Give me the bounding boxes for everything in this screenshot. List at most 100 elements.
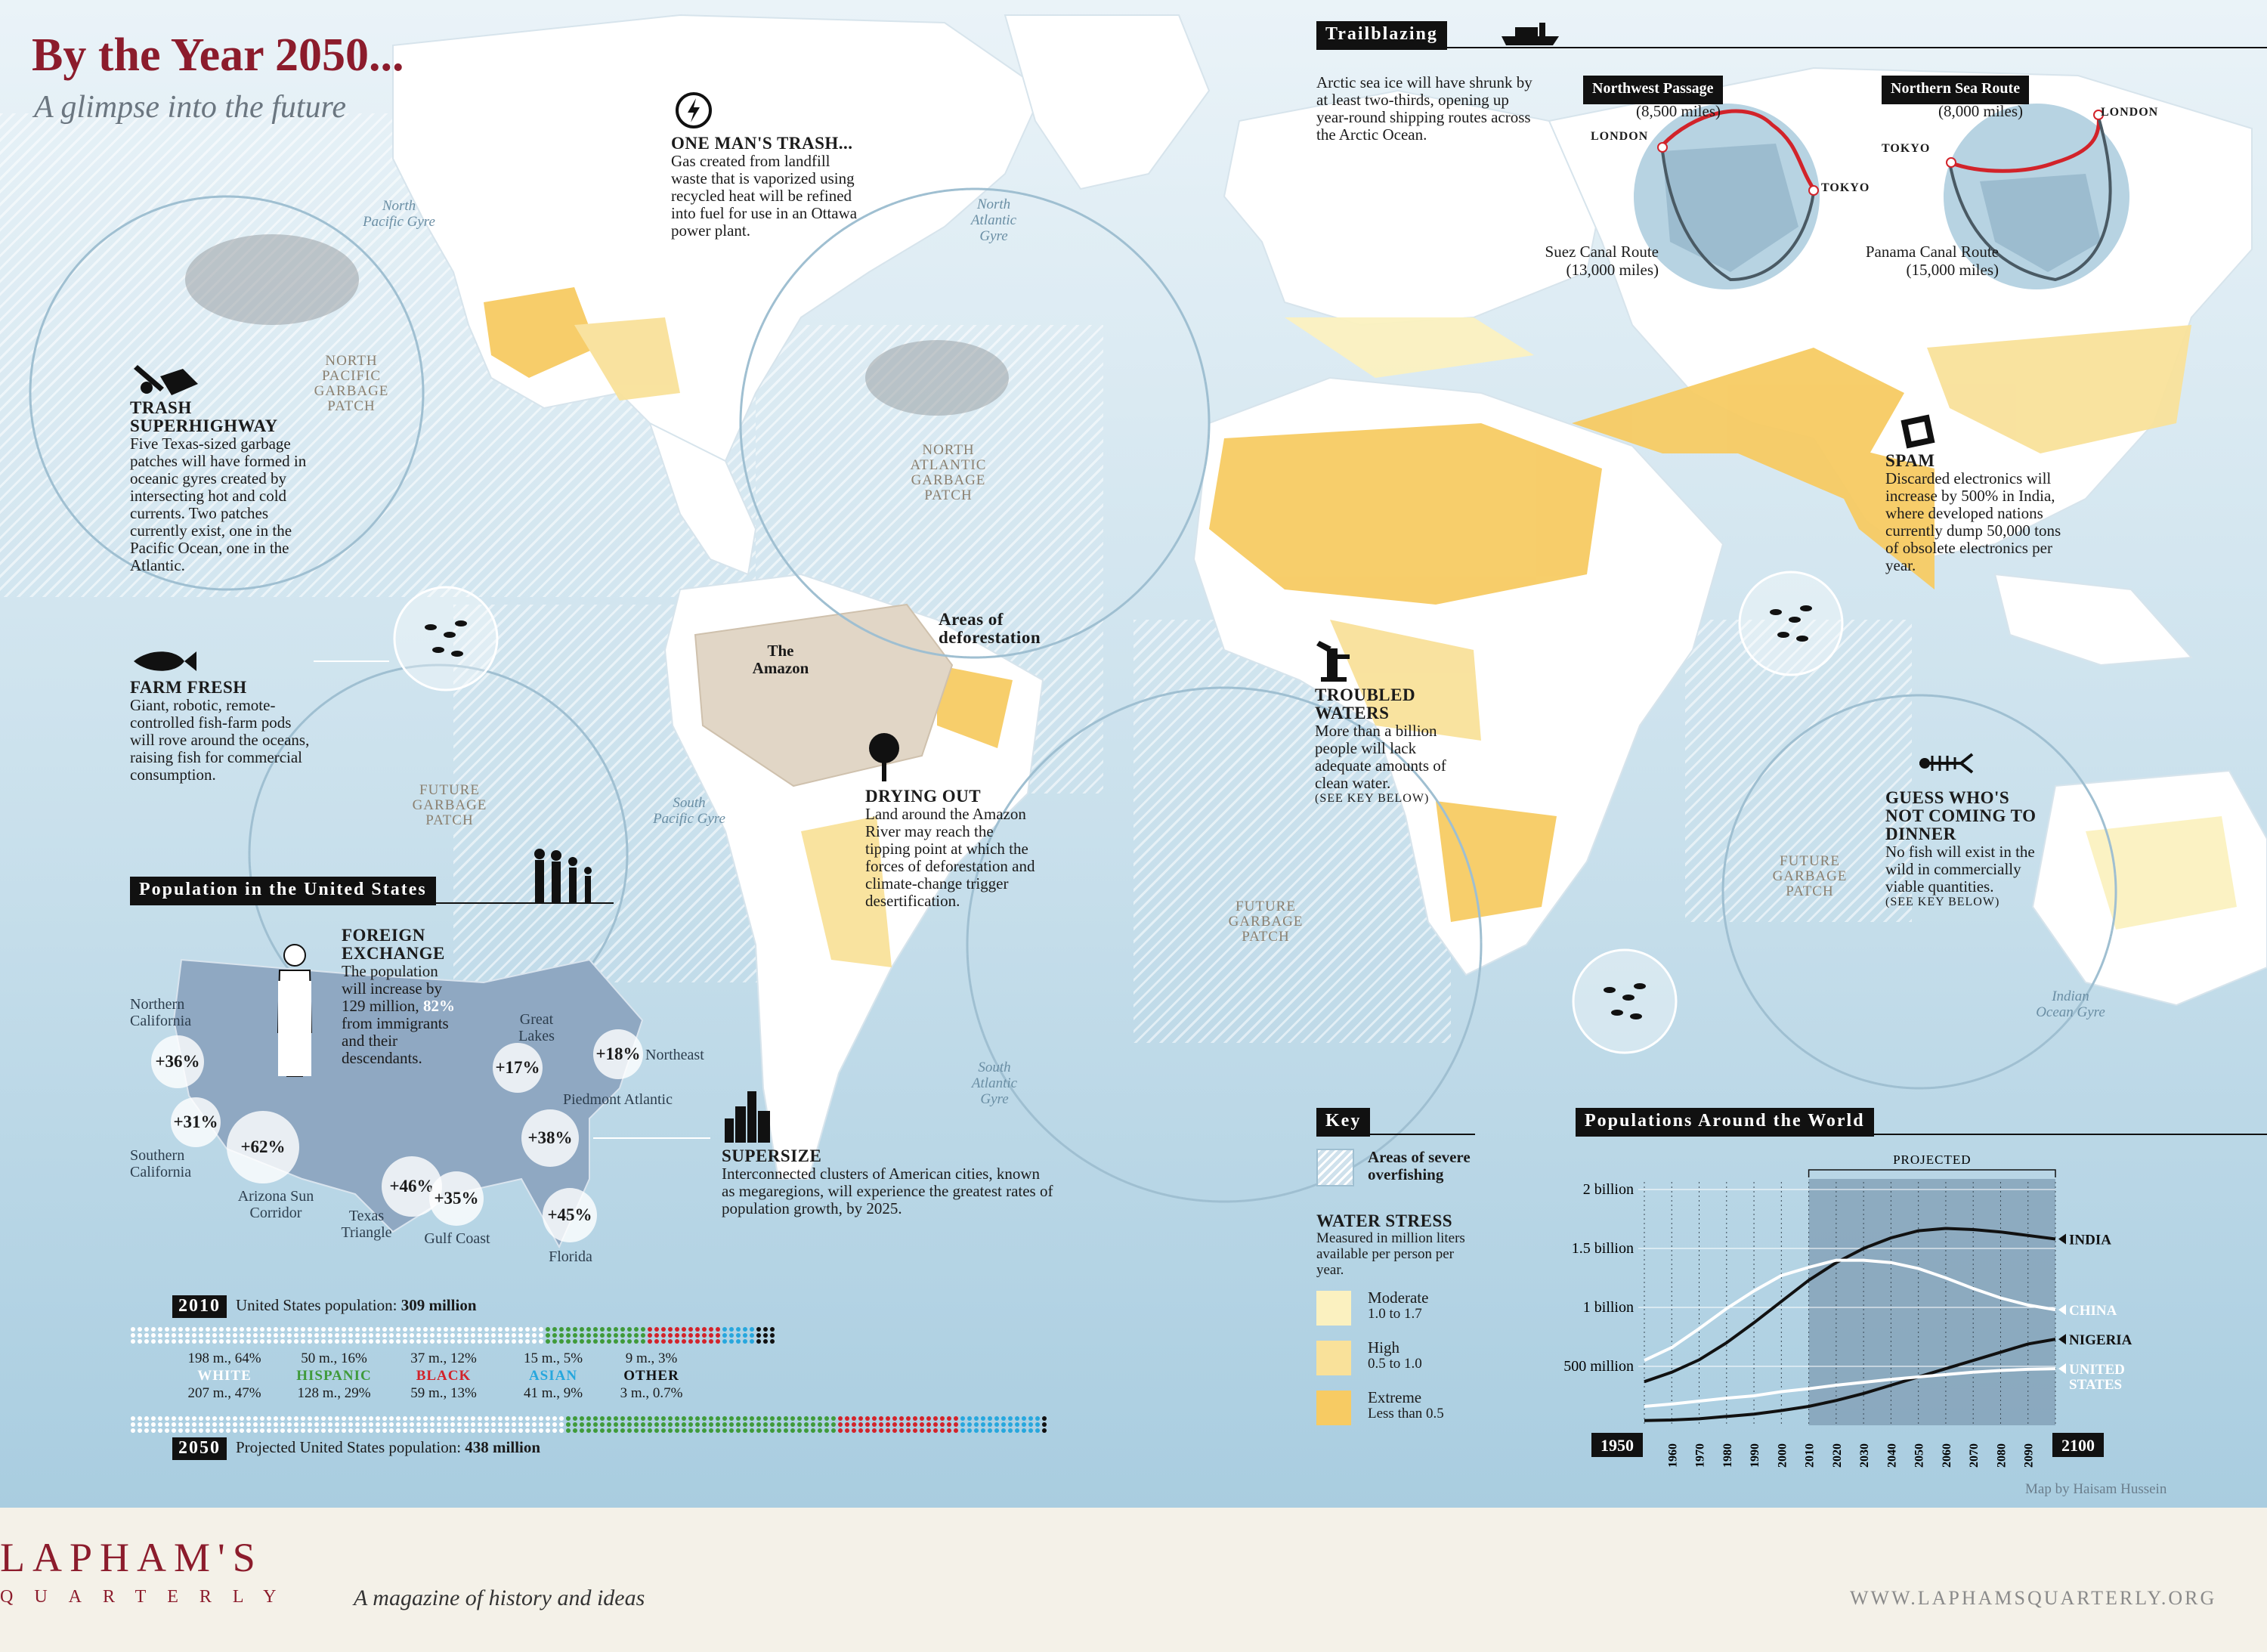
- population-dot: [627, 1428, 632, 1433]
- overfishing-swatch: [1316, 1149, 1354, 1186]
- population-dot: [206, 1416, 210, 1421]
- population-dot: [471, 1428, 475, 1433]
- population-dot: [702, 1416, 707, 1421]
- southeast-asia: [1993, 573, 2194, 667]
- population-dot: [954, 1422, 958, 1427]
- panama-route-miles: (15,000 miles): [1906, 261, 1999, 279]
- population-dot: [301, 1422, 305, 1427]
- population-dot: [648, 1428, 652, 1433]
- region-label: Florida: [549, 1248, 592, 1265]
- population-dot: [743, 1333, 747, 1338]
- population-dot: [682, 1339, 686, 1344]
- population-dot: [151, 1428, 156, 1433]
- population-dot: [926, 1428, 931, 1433]
- population-dot: [416, 1428, 421, 1433]
- population-dot: [233, 1428, 237, 1433]
- water-stress-level: High 0.5 to 1.0: [1368, 1338, 1422, 1372]
- north-atlantic-gyre-label: North Atlantic Gyre: [970, 196, 1017, 244]
- brand-url[interactable]: WWW.LAPHAMSQUARTERLY.ORG: [1850, 1587, 2217, 1609]
- population-dot: [219, 1422, 224, 1427]
- trash-title: One Man's Trash...: [671, 134, 853, 153]
- population-dot: [423, 1428, 428, 1433]
- population-dot: [593, 1327, 598, 1332]
- population-dot: [253, 1333, 258, 1338]
- population-dot: [634, 1428, 639, 1433]
- population-dot: [280, 1333, 285, 1338]
- population-dot: [532, 1327, 537, 1332]
- population-dot: [675, 1428, 679, 1433]
- population-dot: [246, 1327, 251, 1332]
- population-dot: [294, 1333, 298, 1338]
- population-dot: [940, 1416, 945, 1421]
- indian-ocean-gyre-label: Indian Ocean Gyre: [2036, 988, 2105, 1020]
- population-dot: [838, 1422, 843, 1427]
- x-end-label: 2100: [2061, 1436, 2095, 1455]
- population-dot: [165, 1333, 169, 1338]
- population-dot: [172, 1422, 176, 1427]
- population-dot: [321, 1416, 326, 1421]
- population-dot: [342, 1422, 346, 1427]
- population-dot: [240, 1428, 244, 1433]
- population-dot: [607, 1422, 611, 1427]
- population-dot: [185, 1428, 190, 1433]
- population-dot: [566, 1428, 571, 1433]
- ship-icon: [1502, 23, 1559, 45]
- population-dot: [600, 1327, 605, 1332]
- x-tick-label: 1990: [1749, 1443, 1761, 1468]
- population-dot: [580, 1422, 584, 1427]
- population-dot: [763, 1428, 768, 1433]
- population-dot: [287, 1428, 292, 1433]
- us-population-rule: [130, 902, 614, 904]
- population-dot: [559, 1422, 564, 1427]
- population-dot: [444, 1428, 448, 1433]
- race-2050-value: 3 m., 0.7%: [620, 1385, 683, 1401]
- superhighway-title: Trash Superhighway: [130, 398, 278, 435]
- series-label: STATES: [2069, 1377, 2122, 1393]
- population-dot: [688, 1422, 693, 1427]
- population-dot: [947, 1422, 951, 1427]
- population-dot: [267, 1422, 271, 1427]
- population-dot: [253, 1339, 258, 1344]
- population-dot: [695, 1333, 700, 1338]
- population-dot: [321, 1339, 326, 1344]
- population-dot: [253, 1416, 258, 1421]
- population-dot: [627, 1422, 632, 1427]
- population-dot: [804, 1422, 809, 1427]
- population-dot: [246, 1428, 251, 1433]
- population-dot: [1035, 1416, 1040, 1421]
- population-dot: [267, 1416, 271, 1421]
- population-dot: [308, 1416, 312, 1421]
- population-dot: [702, 1333, 707, 1338]
- population-dot: [301, 1416, 305, 1421]
- indian-ocean-gyre: [1721, 694, 2117, 1090]
- population-dot: [423, 1327, 428, 1332]
- population-dot: [444, 1327, 448, 1332]
- population-dot: [709, 1327, 713, 1332]
- race-2050-value: 59 m., 13%: [410, 1385, 477, 1401]
- population-dot: [512, 1422, 516, 1427]
- population-dot: [539, 1339, 543, 1344]
- population-dot: [954, 1428, 958, 1433]
- population-dot: [212, 1416, 217, 1421]
- population-dot: [376, 1327, 380, 1332]
- population-dot: [362, 1428, 366, 1433]
- population-dot: [138, 1327, 142, 1332]
- supersize-body: Interconnected clusters of American citi…: [722, 1165, 1053, 1217]
- population-dot: [750, 1416, 754, 1421]
- population-dot: [525, 1333, 530, 1338]
- population-dot: [192, 1422, 196, 1427]
- series-label: CHINA: [2069, 1303, 2117, 1319]
- population-dot: [355, 1422, 360, 1427]
- population-dot: [906, 1428, 911, 1433]
- population-dot: [505, 1428, 509, 1433]
- spam-title: Spam: [1885, 451, 1935, 470]
- population-dot: [920, 1416, 924, 1421]
- us-pop-2010-value: 309 million: [401, 1296, 477, 1314]
- population-dot: [709, 1333, 713, 1338]
- population-dot: [852, 1416, 856, 1421]
- population-dot: [974, 1422, 979, 1427]
- population-dot: [926, 1416, 931, 1421]
- projected-bracket: [1808, 1169, 2056, 1177]
- population-dot: [382, 1428, 387, 1433]
- trailblazing-body: Arctic sea ice will have shrunk by at le…: [1316, 73, 1532, 144]
